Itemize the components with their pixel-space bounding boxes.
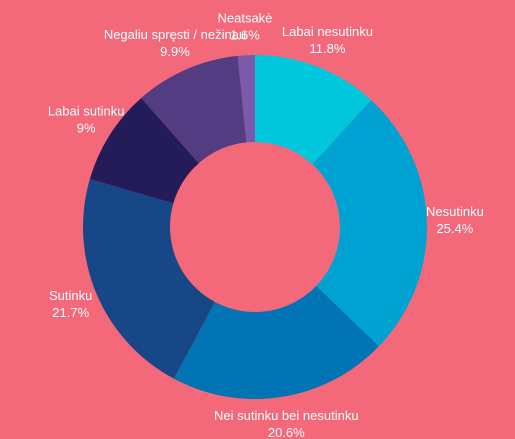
slice-value: 9%	[77, 120, 96, 135]
donut-slice	[312, 100, 427, 347]
slice-value: 1.6%	[230, 28, 260, 43]
slice-label: Labai nesutinku	[282, 24, 373, 39]
slice-value: 20.6%	[268, 425, 305, 439]
donut-slice	[255, 55, 372, 165]
donut-slice	[141, 55, 247, 164]
slice-value: 9.9%	[160, 44, 190, 59]
slice-label: Neatsakė	[217, 11, 272, 26]
slice-label: Negaliu spręsti / nežinau	[104, 27, 246, 42]
donut-slice	[89, 97, 199, 204]
slice-label: Nesutinku	[426, 204, 484, 219]
donut-slice	[82, 179, 215, 379]
slice-label: Labai sutinku	[48, 103, 125, 118]
slice-label: Sutinku	[49, 288, 92, 303]
slice-label: Nei sutinku bei nesutinku	[214, 408, 359, 423]
slice-value: 21.7%	[52, 305, 89, 320]
donut-slice	[174, 285, 379, 399]
slice-value: 25.4%	[436, 221, 473, 236]
slice-value: 11.8%	[310, 41, 346, 56]
donut-slice	[237, 55, 255, 143]
